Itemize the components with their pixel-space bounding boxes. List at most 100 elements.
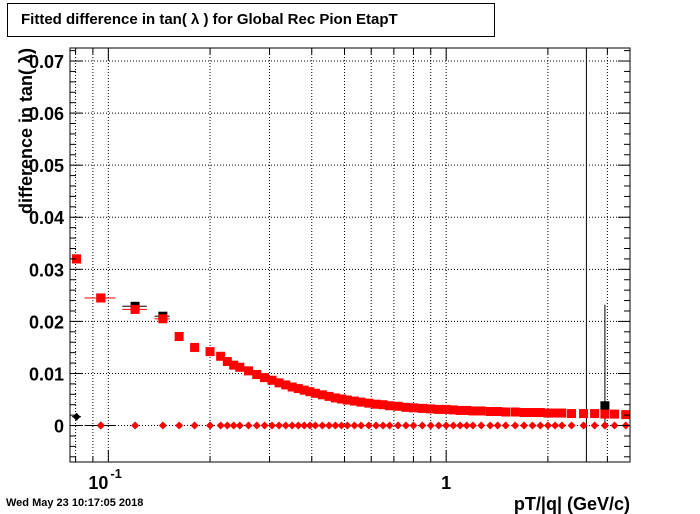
y-tick-label: 0	[54, 417, 64, 437]
y-tick-label: 0.07	[29, 52, 64, 72]
data-point	[96, 421, 105, 430]
data-point	[501, 407, 511, 417]
data-point	[72, 254, 82, 264]
x-tick-label: 10	[88, 473, 108, 493]
data-point	[244, 421, 253, 430]
data-point	[393, 401, 403, 411]
data-point	[349, 396, 359, 406]
data-point	[222, 356, 232, 366]
data-point	[486, 421, 495, 430]
data-point	[385, 401, 395, 411]
data-point	[557, 408, 567, 418]
data-point	[350, 421, 359, 430]
data-point	[550, 408, 560, 418]
data-point	[610, 421, 619, 430]
data-point	[343, 421, 352, 430]
data-point	[409, 421, 418, 430]
data-point	[310, 388, 320, 398]
data-point	[417, 403, 427, 413]
data-point	[131, 421, 140, 430]
data-point	[493, 421, 502, 430]
x-tick-exponent: -1	[110, 466, 122, 481]
data-point	[235, 421, 244, 430]
data-point	[96, 293, 106, 303]
data-point	[275, 421, 284, 430]
data-point	[511, 421, 520, 430]
data-point	[357, 421, 366, 430]
data-point	[476, 406, 486, 416]
data-point	[501, 421, 510, 430]
data-point	[72, 412, 81, 421]
data-point	[288, 421, 297, 430]
data-point	[408, 403, 418, 413]
data-point	[229, 360, 239, 370]
data-point	[337, 394, 347, 404]
data-point	[519, 408, 529, 418]
data-point	[305, 421, 314, 430]
y-tick-label: 0.03	[29, 260, 64, 280]
data-point	[342, 395, 352, 405]
series-1	[71, 254, 631, 420]
data-point	[356, 397, 366, 407]
data-point	[330, 393, 340, 403]
data-point	[579, 409, 589, 419]
series-0	[71, 254, 610, 411]
data-point	[235, 362, 245, 372]
data-point	[610, 409, 620, 419]
data-point	[216, 351, 226, 361]
data-point	[401, 402, 411, 412]
timestamp: Wed May 23 10:17:05 2018	[6, 497, 144, 509]
data-point	[543, 408, 553, 418]
data-point	[337, 421, 346, 430]
data-point	[299, 385, 309, 395]
y-tick-label: 0.01	[29, 364, 64, 384]
data-point	[600, 401, 610, 411]
data-series	[71, 48, 631, 462]
data-point	[364, 421, 373, 430]
data-point	[378, 421, 387, 430]
data-point	[455, 405, 465, 415]
data-point	[401, 421, 410, 430]
data-point	[493, 406, 503, 416]
data-point	[535, 408, 545, 418]
data-point	[520, 421, 529, 430]
data-point	[267, 421, 276, 430]
data-point	[260, 373, 270, 383]
data-point	[305, 387, 315, 397]
data-point	[385, 421, 394, 430]
data-point	[426, 404, 436, 414]
data-point	[190, 421, 199, 430]
data-point	[331, 421, 340, 430]
data-point	[567, 421, 576, 430]
data-point	[158, 421, 167, 430]
data-point	[567, 409, 577, 419]
data-point	[174, 331, 184, 341]
data-point	[468, 406, 478, 416]
data-point	[477, 421, 486, 430]
data-point	[527, 408, 537, 418]
data-point	[621, 410, 631, 420]
data-point	[371, 399, 381, 409]
data-point	[551, 421, 560, 430]
data-point	[434, 404, 444, 414]
data-point	[300, 421, 309, 430]
y-tick-label: 0.05	[29, 156, 64, 176]
axis-ticks	[70, 48, 630, 462]
data-point	[287, 382, 297, 392]
data-point	[223, 421, 232, 430]
data-point	[274, 378, 284, 388]
data-point	[324, 391, 334, 401]
data-point	[190, 342, 200, 352]
data-point	[456, 421, 465, 430]
data-point	[536, 421, 545, 430]
data-point	[317, 390, 327, 400]
data-point	[294, 421, 303, 430]
x-axis-label: pT/|q| (GeV/c)	[514, 494, 630, 514]
data-point	[281, 380, 291, 390]
x-tick-label: 1	[441, 473, 451, 493]
data-point	[318, 421, 327, 430]
data-point	[600, 421, 609, 430]
data-point	[260, 421, 269, 430]
data-point	[579, 421, 588, 430]
data-point	[252, 421, 261, 430]
